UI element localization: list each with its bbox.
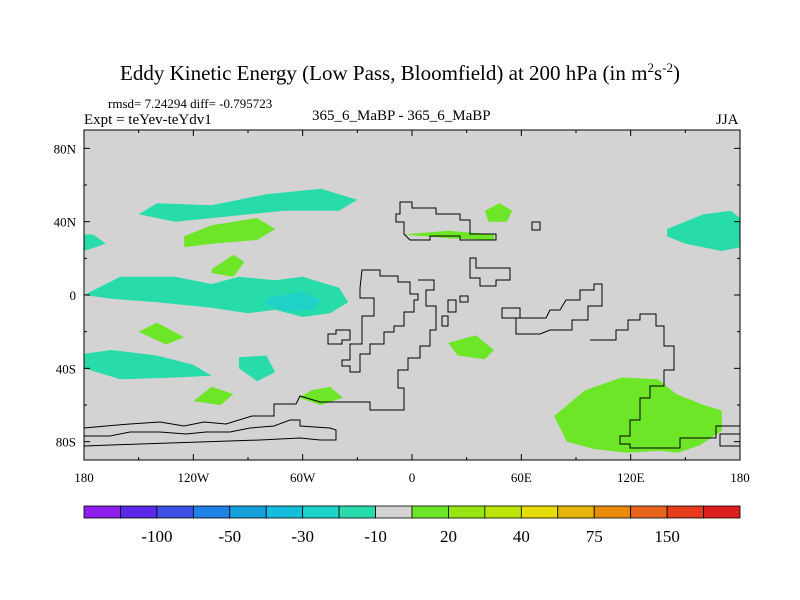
colorbar-swatch	[375, 505, 413, 519]
anomaly-region-cyan-150W-25N	[84, 234, 106, 251]
colorbar-swatch	[666, 505, 704, 519]
anomaly-region-cyan-south-america	[238, 355, 276, 382]
coastline-central-america	[341, 269, 419, 373]
coastline-antarctic-east	[719, 433, 740, 447]
y-tick-label: 80S	[56, 435, 76, 450]
colorbar-swatch	[83, 505, 121, 519]
x-tick-label: 60E	[511, 470, 532, 485]
colorbar-swatch	[338, 505, 376, 519]
colorbar-swatch	[411, 505, 449, 519]
colorbar-swatch	[192, 505, 231, 519]
anomaly-region-green-west-pacific	[138, 322, 185, 345]
colorbar-swatch	[229, 505, 267, 519]
colorbar-label: -100	[141, 527, 172, 546]
colorbar-swatch	[593, 505, 632, 519]
anomaly-region-cyan-north-40N	[138, 188, 358, 222]
colorbar-swatch	[630, 505, 668, 519]
anomaly-region-green-105W-18N	[211, 254, 245, 277]
coastline-south-atlantic	[83, 419, 337, 447]
x-tick-label: 180	[74, 470, 94, 485]
anomaly-layer	[84, 188, 740, 453]
colorbar-label: -30	[291, 527, 314, 546]
x-tick-label: 120E	[617, 470, 645, 485]
y-tick-label: 40N	[54, 215, 77, 230]
colorbar: -100 -50 -30 -10 20 40 75 150	[83, 505, 741, 546]
coastline-australia	[590, 313, 740, 449]
colorbar-swatch	[156, 505, 194, 519]
anomaly-region-green-chile	[299, 386, 343, 405]
coastline-layer	[83, 201, 740, 449]
coastline-antarctica	[327, 329, 351, 345]
colorbar-swatch	[557, 505, 595, 519]
colorbar-swatch	[265, 505, 304, 519]
x-tick-label: 180	[730, 470, 750, 485]
colorbar-label: -10	[364, 527, 387, 546]
colorbar-label: 75	[586, 527, 603, 546]
y-tick-label: 40S	[56, 361, 76, 376]
x-tick-label: 120W	[177, 470, 210, 485]
y-tick-label: 0	[70, 288, 77, 303]
x-tick-label: 0	[409, 470, 416, 485]
anomaly-region-green-tasman	[193, 386, 234, 405]
x-tick-label: 60W	[290, 470, 316, 485]
coastline-north-america	[395, 201, 497, 241]
colorbar-label: -50	[218, 527, 241, 546]
anomaly-region-cyan-east-asia	[667, 210, 740, 251]
colorbar-swatch	[120, 505, 158, 519]
colorbar-swatch	[448, 505, 486, 519]
anomaly-region-green-110W-35N	[184, 218, 276, 248]
anomaly-region-cyan-south-pacific	[84, 350, 212, 380]
coastline-indochina	[515, 283, 603, 335]
colorbar-swatch	[520, 505, 559, 519]
coastline-eurafrica	[83, 279, 437, 429]
colorbar-swatch	[302, 505, 340, 519]
season-label: JJA	[716, 112, 739, 128]
coastline-asia	[469, 257, 511, 287]
case-label: 365_6_MaBP - 365_6_MaBP	[312, 108, 491, 124]
colorbar-swatch	[484, 505, 522, 519]
experiment-label: Expt = teYev-teYdv1	[84, 112, 212, 128]
colorbar-label: 40	[513, 527, 530, 546]
axes-layer: 180 120W 60W 0 60E 120E 180 80N 40N 0 40S 80S	[54, 130, 750, 485]
stats-label: rmsd= 7.24294 diff= -0.795723	[108, 96, 273, 111]
anomaly-region-cyan-5S-90W	[266, 291, 321, 312]
anomaly-region-green-mediterranean	[402, 230, 494, 240]
coastline-maritime	[441, 295, 469, 327]
colorbar-swatch	[703, 505, 741, 519]
coastline-atlantic-island	[501, 307, 521, 319]
chart-title: Eddy Kinetic Energy (Low Pass, Bloomfiel…	[120, 60, 680, 85]
anomaly-region-green-south-africa	[448, 335, 494, 360]
colorbar-label: 150	[654, 527, 680, 546]
anomaly-region-green-europe	[484, 203, 513, 222]
anomaly-region-green-southern-indian	[554, 377, 722, 453]
coastline-lake	[531, 221, 541, 231]
colorbar-label: 20	[440, 527, 457, 546]
y-tick-label: 80N	[54, 141, 77, 156]
